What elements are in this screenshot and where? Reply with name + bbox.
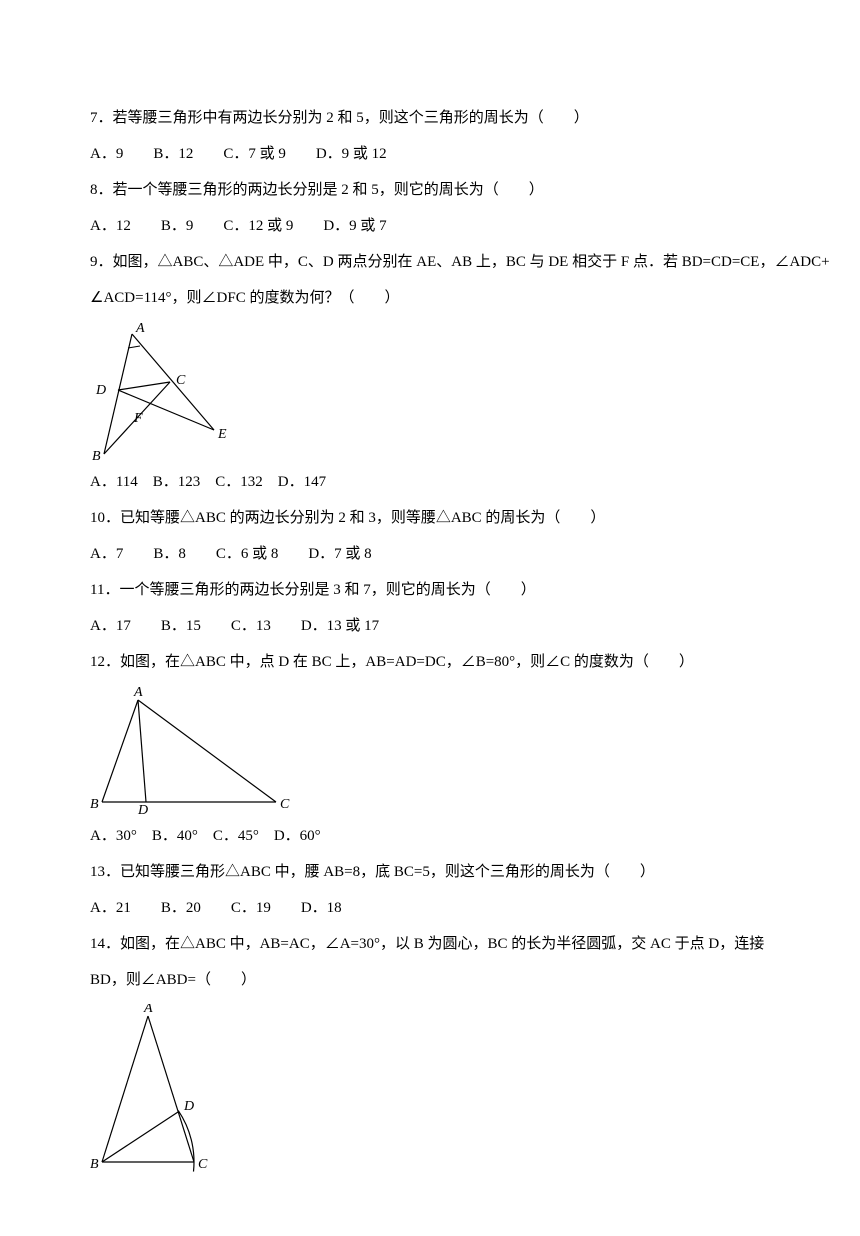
svg-text:D: D: [95, 383, 106, 398]
svg-text:B: B: [90, 797, 99, 812]
svg-text:B: B: [92, 449, 101, 462]
q14-line2: BD，则∠ABD=（ ）: [90, 962, 770, 998]
q8-text: 8．若一个等腰三角形的两边长分别是 2 和 5，则它的周长为（ ）: [90, 172, 770, 208]
svg-text:D: D: [137, 803, 148, 816]
svg-text:E: E: [217, 427, 227, 442]
q10-options: A．7 B．8 C．6 或 8 D．7 或 8: [90, 536, 770, 572]
svg-text:C: C: [176, 373, 186, 388]
q7-options: A．9 B．12 C．7 或 9 D．9 或 12: [90, 136, 770, 172]
q8-options: A．12 B．9 C．12 或 9 D．9 或 7: [90, 208, 770, 244]
q12-options: A．30° B．40° C．45° D．60°: [90, 818, 770, 854]
q9-line1: 9．如图，△ABC、△ADE 中，C、D 两点分别在 AE、AB 上，BC 与 …: [90, 244, 770, 280]
q7-text: 7．若等腰三角形中有两边长分别为 2 和 5，则这个三角形的周长为（ ）: [90, 100, 770, 136]
q12-figure: A B C D: [90, 686, 770, 816]
svg-text:A: A: [135, 322, 145, 336]
svg-text:A: A: [143, 1004, 153, 1016]
q13-options: A．21 B．20 C．19 D．18: [90, 890, 770, 926]
q10-text: 10．已知等腰△ABC 的两边长分别为 2 和 3，则等腰△ABC 的周长为（ …: [90, 500, 770, 536]
q9-figure: A B C D E F: [90, 322, 770, 462]
q11-options: A．17 B．15 C．13 D．13 或 17: [90, 608, 770, 644]
svg-text:C: C: [280, 797, 290, 812]
q11-text: 11．一个等腰三角形的两边长分别是 3 和 7，则它的周长为（ ）: [90, 572, 770, 608]
q14-line1: 14．如图，在△ABC 中，AB=AC，∠A=30°，以 B 为圆心，BC 的长…: [90, 926, 770, 962]
q13-text: 13．已知等腰三角形△ABC 中，腰 AB=8，底 BC=5，则这个三角形的周长…: [90, 854, 770, 890]
svg-text:F: F: [133, 411, 143, 426]
q9-line2: ∠ACD=114°，则∠DFC 的度数为何？（ ）: [90, 280, 770, 316]
q14-figure: A B C D: [90, 1004, 770, 1174]
svg-text:A: A: [133, 686, 143, 700]
svg-text:D: D: [183, 1099, 194, 1114]
svg-text:B: B: [90, 1157, 99, 1172]
q9-options: A．114 B．123 C．132 D．147: [90, 464, 770, 500]
svg-text:C: C: [198, 1157, 208, 1172]
q12-text: 12．如图，在△ABC 中，点 D 在 BC 上，AB=AD=DC，∠B=80°…: [90, 644, 770, 680]
